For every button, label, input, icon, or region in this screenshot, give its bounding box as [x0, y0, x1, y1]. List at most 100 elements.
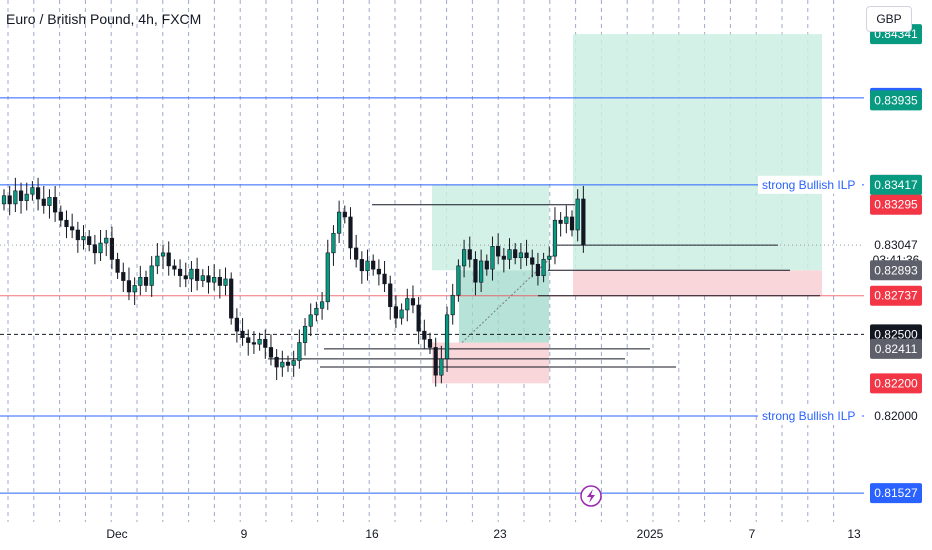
candle [376, 259, 381, 286]
currency-button[interactable]: GBP [866, 6, 912, 32]
candle [342, 205, 347, 224]
candle-body [229, 278, 234, 319]
candle [166, 241, 171, 276]
candle [229, 272, 234, 325]
price-axis-label-bg [870, 405, 922, 426]
candle [325, 239, 330, 310]
price-axis-label: 0.83417 [870, 174, 922, 195]
candle [484, 254, 489, 276]
candle-body [302, 325, 308, 343]
candle-body [149, 265, 154, 286]
price-axis-label-text: 0.83295 [874, 198, 918, 212]
level-note-bg [758, 175, 862, 194]
candle-body [422, 330, 427, 340]
candle [450, 283, 455, 325]
candle-body [183, 275, 188, 280]
candle [308, 303, 313, 337]
price-axis-label: 0.81527 [870, 483, 922, 504]
price-axis-label-text: 0.83047 [874, 238, 918, 252]
candle [393, 295, 399, 328]
candle-body [405, 298, 410, 311]
level-note-bg [758, 406, 862, 425]
candle-body [70, 226, 75, 231]
price-axis-label: 0.83295 [870, 194, 922, 215]
position-target-zone [573, 34, 822, 271]
candle-body [200, 275, 205, 281]
candle-body [461, 249, 467, 267]
candle-body [433, 347, 438, 376]
candle-body [524, 252, 529, 259]
candle [422, 319, 427, 350]
candle [433, 337, 438, 387]
candle-body [518, 252, 523, 259]
candle [319, 291, 325, 320]
candle [513, 243, 518, 265]
candle-body [444, 314, 450, 360]
candle-body [530, 257, 535, 265]
price-axis-label: 0.82411 [870, 338, 922, 359]
candle [444, 306, 450, 372]
price-axis-label-text: 0.82737 [874, 289, 918, 303]
candle [268, 334, 274, 366]
candle-body [348, 216, 353, 249]
candle-body [501, 255, 506, 260]
candle [547, 246, 552, 271]
candle-body [217, 277, 222, 286]
candle-body [251, 342, 257, 345]
candle [490, 236, 495, 281]
candle [246, 329, 251, 356]
candle-body [268, 347, 274, 358]
candle-body [92, 244, 97, 254]
candle [183, 262, 188, 288]
candle-body [331, 232, 336, 254]
candle [155, 243, 160, 275]
candle [257, 332, 262, 351]
candle [280, 350, 285, 377]
candle-body [371, 260, 376, 270]
candle-body [280, 361, 285, 368]
candle [223, 267, 228, 296]
candle-body [104, 237, 109, 244]
lightning-icon-bolt [587, 489, 595, 503]
candle-body [496, 246, 501, 257]
candle-body [291, 360, 296, 366]
candle-body [473, 259, 478, 283]
candle [552, 207, 558, 265]
candle-body [189, 268, 194, 280]
candle [331, 225, 336, 266]
candle-body [35, 187, 41, 200]
candle-body [410, 298, 416, 306]
candle [234, 308, 239, 343]
candle-body [354, 247, 359, 260]
candle-body [308, 314, 313, 327]
candle [47, 189, 52, 219]
candle-body [172, 265, 177, 270]
candle [354, 234, 359, 268]
candle [64, 210, 69, 239]
candle [314, 301, 319, 322]
candle [416, 296, 421, 345]
level-note: strong Bullish ILP [762, 409, 855, 423]
level-note: strong Bullish ILP [762, 178, 855, 192]
candle-body [365, 260, 370, 272]
candle-body [416, 304, 421, 332]
price-axis-label: 0.82737 [870, 285, 922, 306]
candle-body [513, 249, 518, 259]
candle [467, 236, 472, 268]
price-axis-label-bg [870, 194, 922, 215]
candle-body [450, 294, 455, 316]
price-axis-label-bg [870, 174, 922, 195]
candle-body [234, 317, 239, 332]
candle-body [7, 195, 12, 205]
candle-body [155, 255, 160, 267]
candle-body [109, 237, 115, 260]
price-axis-label-text: 0.82500 [874, 327, 918, 341]
candle-body [132, 285, 137, 293]
price-axis-label-bg [870, 338, 922, 359]
candle-body [81, 236, 86, 241]
candle-body [285, 361, 291, 366]
candle-body [143, 277, 149, 286]
candle [18, 182, 24, 214]
candle-body [467, 249, 472, 260]
